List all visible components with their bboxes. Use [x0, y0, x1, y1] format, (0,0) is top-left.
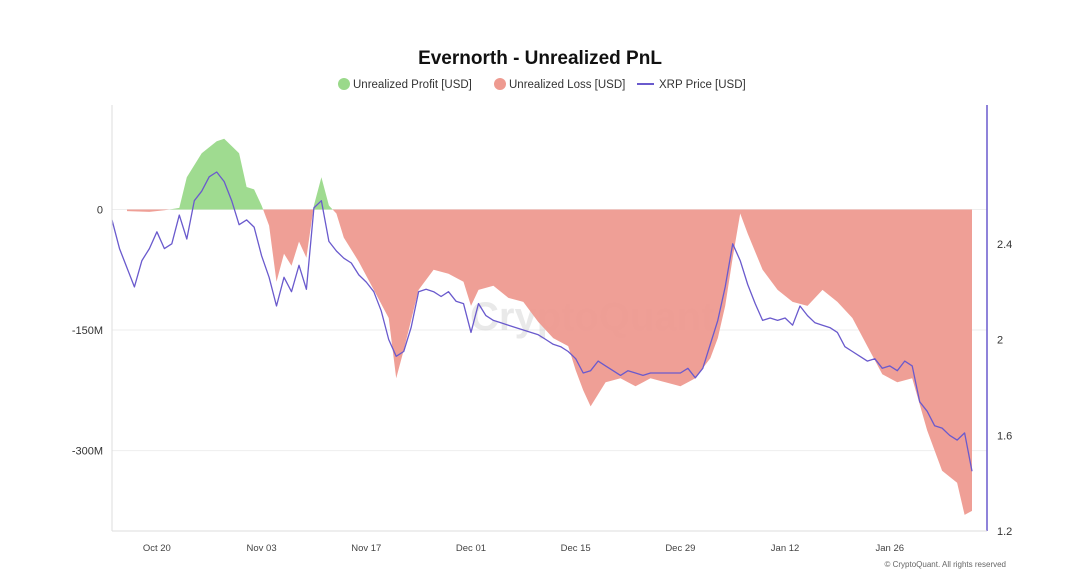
- right-tick-label-3: 1.2: [997, 526, 1012, 538]
- legend: Unrealized Profit [USD] Unrealized Loss …: [338, 78, 746, 91]
- legend-label-profit: Unrealized Profit [USD]: [353, 79, 472, 91]
- x-tick-label-4: Dec 15: [561, 543, 591, 554]
- xrp-price-line: [111, 171, 973, 472]
- loss-area-2: [263, 209, 314, 282]
- loss-area-0: [127, 209, 170, 212]
- legend-item-loss[interactable]: Unrealized Loss [USD]: [494, 78, 625, 91]
- x-axis-ticks: Oct 20 Nov 03 Nov 17 Dec 01 Dec 15 Dec 29 Jan …: [143, 543, 904, 554]
- x-tick-label-7: Jan 26: [876, 543, 905, 554]
- x-tick-label-5: Dec 29: [665, 543, 695, 554]
- loss-area-4: [332, 209, 973, 515]
- pnl-area: [127, 138, 973, 515]
- right-axis-ticks: 2.4 2 1.6 1.2: [997, 239, 1012, 538]
- x-tick-label-0: Oct 20: [143, 543, 171, 554]
- right-tick-label-2: 1.6: [997, 430, 1012, 442]
- legend-label-loss: Unrealized Loss [USD]: [509, 79, 625, 91]
- legend-label-price: XRP Price [USD]: [659, 79, 746, 91]
- chart-title: Evernorth - Unrealized PnL: [418, 48, 662, 69]
- profit-area-3: [313, 177, 333, 210]
- legend-marker-profit: [338, 78, 350, 90]
- x-tick-label-1: Nov 03: [247, 543, 277, 554]
- x-tick-label-3: Dec 01: [456, 543, 486, 554]
- profit-area-1: [169, 138, 264, 210]
- left-tick-label-2: -300M: [72, 446, 103, 458]
- axes: [111, 105, 988, 532]
- left-tick-label-0: 0: [97, 204, 103, 216]
- legend-marker-loss: [494, 78, 506, 90]
- credit-text: © CryptoQuant. All rights reserved: [885, 560, 1007, 569]
- price-line: [111, 171, 973, 472]
- x-tick-label-6: Jan 12: [771, 543, 800, 554]
- left-tick-label-1: -150M: [72, 325, 103, 337]
- right-tick-label-0: 2.4: [997, 239, 1012, 251]
- right-tick-label-1: 2: [997, 335, 1003, 347]
- legend-item-profit[interactable]: Unrealized Profit [USD]: [338, 78, 472, 91]
- left-axis-ticks: 0 -150M -300M: [72, 204, 103, 457]
- x-tick-label-2: Nov 17: [351, 543, 381, 554]
- legend-item-price[interactable]: XRP Price [USD]: [637, 79, 746, 91]
